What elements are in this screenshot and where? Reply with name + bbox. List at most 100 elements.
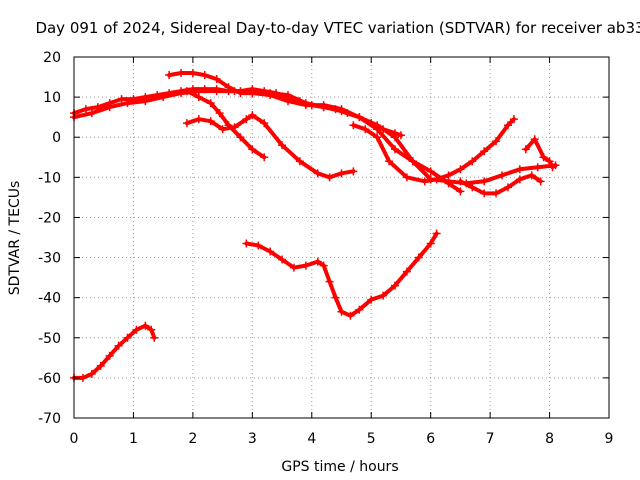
data-point bbox=[194, 93, 203, 102]
data-point bbox=[503, 121, 512, 130]
data-point bbox=[96, 361, 105, 370]
data-point bbox=[468, 157, 477, 166]
data-point bbox=[456, 165, 465, 174]
series-line bbox=[523, 137, 555, 170]
data-point bbox=[432, 175, 441, 184]
series-line bbox=[244, 231, 439, 318]
data-point bbox=[87, 109, 96, 118]
series-line bbox=[72, 323, 157, 380]
data-point bbox=[182, 119, 191, 128]
y-axis-label: SDTVAR / TECUs bbox=[7, 181, 23, 296]
data-point bbox=[141, 321, 150, 330]
data-point bbox=[260, 119, 269, 128]
data-point bbox=[385, 157, 394, 166]
data-point bbox=[105, 103, 114, 112]
data-point bbox=[236, 89, 245, 98]
data-point bbox=[391, 133, 399, 142]
data-point bbox=[414, 253, 423, 262]
data-point bbox=[313, 257, 322, 266]
data-point bbox=[548, 163, 557, 172]
data-point bbox=[260, 153, 269, 162]
data-point bbox=[200, 71, 209, 80]
data-point bbox=[254, 241, 263, 250]
data-point bbox=[266, 247, 275, 256]
y-tick-label: -10 bbox=[38, 170, 61, 186]
data-point bbox=[206, 117, 215, 126]
data-point bbox=[248, 89, 257, 98]
data-point bbox=[536, 177, 545, 186]
series-line bbox=[184, 89, 267, 160]
data-point bbox=[132, 325, 141, 334]
data-point bbox=[391, 145, 399, 154]
data-point bbox=[361, 125, 370, 134]
data-point bbox=[480, 147, 489, 156]
x-axis-ticks: 0 1 2 3 4 5 6 7 8 9 bbox=[70, 57, 613, 447]
data-point bbox=[218, 125, 227, 134]
data-point bbox=[319, 101, 328, 110]
x-tick-label: 7 bbox=[486, 431, 495, 447]
plot-frame bbox=[73, 56, 610, 419]
data-point bbox=[503, 183, 512, 192]
y-tick-label: 20 bbox=[43, 50, 61, 66]
data-point bbox=[230, 123, 239, 132]
series-line bbox=[72, 89, 463, 194]
data-point bbox=[248, 145, 257, 154]
data-point bbox=[402, 267, 411, 276]
data-point bbox=[114, 341, 123, 350]
data-point bbox=[123, 333, 132, 342]
data-point bbox=[349, 167, 358, 176]
data-point bbox=[527, 171, 536, 180]
x-tick-label: 4 bbox=[307, 431, 316, 447]
data-point bbox=[492, 189, 501, 198]
data-point bbox=[426, 167, 435, 176]
data-point bbox=[468, 183, 477, 192]
data-point bbox=[515, 175, 524, 184]
data-point bbox=[355, 305, 364, 314]
data-point bbox=[212, 87, 221, 96]
data-point bbox=[141, 97, 150, 106]
data-point bbox=[408, 157, 417, 166]
data-point bbox=[105, 351, 114, 360]
data-point bbox=[177, 89, 185, 98]
data-point bbox=[498, 171, 506, 180]
y-tick-label: -20 bbox=[38, 210, 61, 226]
data-point bbox=[313, 169, 322, 178]
data-point bbox=[284, 97, 292, 106]
data-point bbox=[515, 165, 524, 174]
data-point bbox=[521, 145, 530, 154]
data-point bbox=[159, 93, 168, 102]
x-tick-label: 5 bbox=[367, 431, 376, 447]
data-point bbox=[325, 173, 334, 182]
data-point bbox=[81, 105, 90, 114]
data-point bbox=[182, 87, 191, 96]
data-point bbox=[349, 121, 358, 130]
data-point bbox=[117, 95, 126, 104]
data-point bbox=[545, 157, 554, 166]
data-point bbox=[278, 255, 287, 264]
data-point bbox=[301, 101, 310, 110]
data-point bbox=[188, 69, 197, 78]
data-point bbox=[212, 75, 221, 84]
data-point bbox=[289, 263, 298, 272]
data-point bbox=[325, 277, 334, 286]
data-point bbox=[150, 333, 159, 342]
data-point bbox=[379, 291, 388, 300]
y-tick-label: -40 bbox=[38, 291, 61, 307]
y-axis-ticks: -70 -60 -50 -40 -30 -20 -10 0 10 20 bbox=[38, 50, 609, 427]
data-point bbox=[165, 71, 174, 80]
y-tick-label: -60 bbox=[38, 371, 61, 387]
x-tick-label: 6 bbox=[426, 431, 435, 447]
y-tick-label: -70 bbox=[38, 411, 61, 427]
y-tick-label: 0 bbox=[52, 130, 61, 146]
data-point bbox=[224, 83, 233, 92]
data-point bbox=[420, 177, 429, 186]
data-point bbox=[530, 135, 539, 144]
data-point bbox=[123, 99, 132, 108]
series-line bbox=[351, 117, 516, 184]
data-point bbox=[480, 177, 489, 186]
data-point bbox=[78, 373, 87, 382]
y-tick-label: -50 bbox=[38, 331, 61, 347]
data-point bbox=[444, 171, 453, 180]
y-tick-label: -30 bbox=[38, 251, 61, 267]
data-point bbox=[355, 113, 364, 122]
